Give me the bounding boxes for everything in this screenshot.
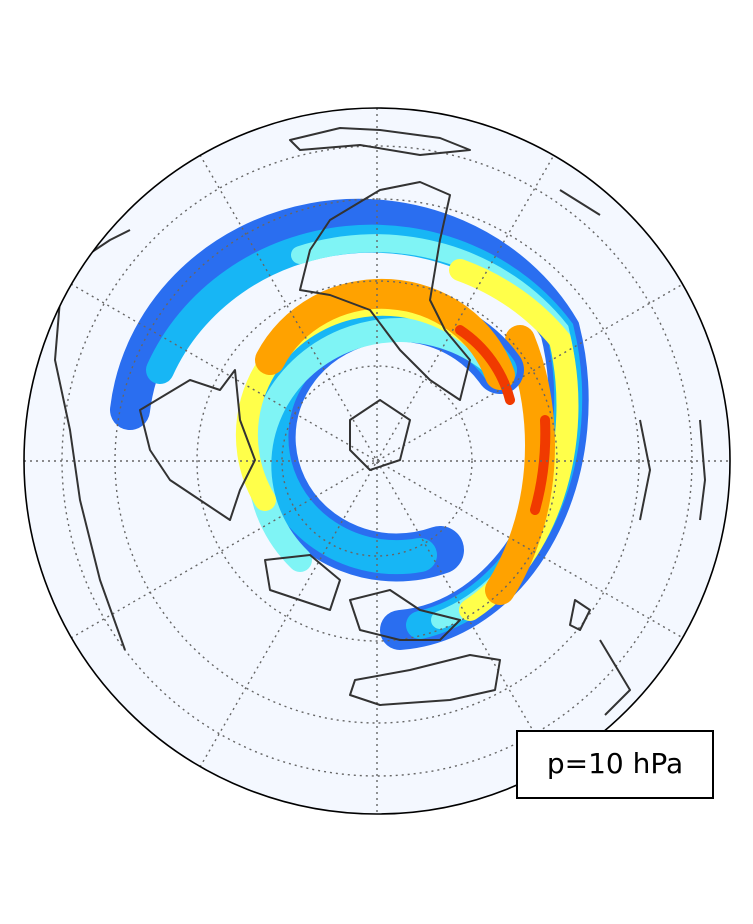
pressure-label-box: p=10 hPa	[516, 730, 714, 799]
graticule	[24, 108, 730, 814]
label-frame	[516, 730, 714, 799]
outer-jet	[110, 198, 589, 650]
coastlines	[54, 127, 706, 716]
map-border	[23, 107, 731, 815]
pressure-label: p=10 hPa	[547, 747, 683, 780]
inner-jet	[235, 278, 524, 582]
map-content	[24, 108, 730, 814]
